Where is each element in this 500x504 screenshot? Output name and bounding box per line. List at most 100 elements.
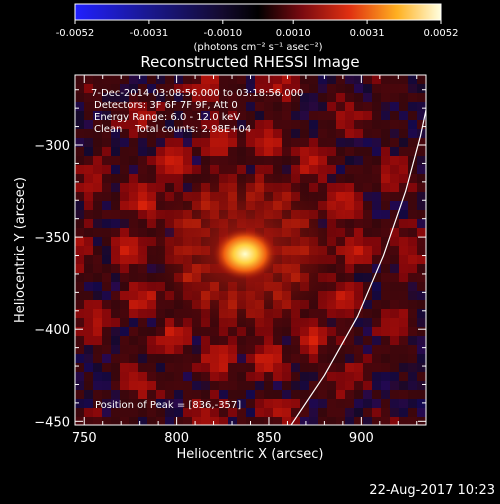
image-pixel bbox=[192, 93, 202, 103]
image-pixel bbox=[399, 246, 409, 256]
image-pixel bbox=[75, 228, 85, 238]
image-pixel bbox=[372, 264, 382, 274]
image-pixel bbox=[120, 174, 130, 184]
image-pixel bbox=[210, 381, 220, 391]
image-pixel bbox=[408, 354, 418, 364]
image-pixel bbox=[408, 156, 418, 166]
image-pixel bbox=[93, 327, 103, 337]
image-pixel bbox=[102, 237, 112, 247]
image-pixel bbox=[282, 408, 292, 418]
image-pixel bbox=[219, 408, 229, 418]
image-pixel bbox=[372, 336, 382, 346]
image-pixel bbox=[273, 147, 283, 157]
image-pixel bbox=[219, 111, 229, 121]
image-pixel bbox=[327, 102, 337, 112]
image-pixel bbox=[129, 147, 139, 157]
image-pixel bbox=[264, 390, 274, 400]
image-pixel bbox=[309, 156, 319, 166]
image-pixel bbox=[246, 147, 256, 157]
image-pixel bbox=[354, 255, 364, 265]
image-pixel bbox=[102, 354, 112, 364]
image-pixel bbox=[381, 192, 391, 202]
image-pixel bbox=[264, 93, 274, 103]
image-pixel bbox=[345, 282, 355, 292]
image-pixel bbox=[129, 183, 139, 193]
image-pixel bbox=[102, 327, 112, 337]
image-pixel bbox=[237, 399, 247, 409]
image-pixel bbox=[129, 363, 139, 373]
image-pixel bbox=[246, 354, 256, 364]
image-pixel bbox=[363, 327, 373, 337]
image-pixel bbox=[408, 138, 418, 148]
image-pixel bbox=[84, 120, 94, 130]
image-pixel bbox=[84, 363, 94, 373]
image-pixel bbox=[84, 228, 94, 238]
image-pixel bbox=[120, 282, 130, 292]
image-pixel bbox=[165, 120, 175, 130]
image-pixel bbox=[93, 300, 103, 310]
image-pixel bbox=[75, 363, 85, 373]
image-pixel bbox=[327, 399, 337, 409]
image-pixel bbox=[120, 246, 130, 256]
image-pixel bbox=[372, 174, 382, 184]
image-pixel bbox=[120, 291, 130, 301]
image-pixel bbox=[147, 390, 157, 400]
image-pixel bbox=[399, 93, 409, 103]
image-pixel bbox=[102, 138, 112, 148]
image-pixel bbox=[390, 156, 400, 166]
image-pixel bbox=[138, 291, 148, 301]
image-pixel bbox=[390, 345, 400, 355]
image-pixel bbox=[264, 354, 274, 364]
image-pixel bbox=[201, 336, 211, 346]
image-pixel bbox=[111, 165, 121, 175]
image-pixel bbox=[417, 309, 426, 319]
image-pixel bbox=[138, 174, 148, 184]
image-pixel bbox=[336, 93, 346, 103]
image-pixel bbox=[408, 237, 418, 247]
image-pixel bbox=[102, 84, 112, 94]
image-pixel bbox=[327, 93, 337, 103]
image-pixel bbox=[390, 93, 400, 103]
image-pixel bbox=[237, 381, 247, 391]
image-pixel bbox=[129, 399, 139, 409]
image-pixel bbox=[336, 390, 346, 400]
image-pixel bbox=[183, 399, 193, 409]
image-pixel bbox=[102, 156, 112, 166]
image-pixel bbox=[138, 345, 148, 355]
image-pixel bbox=[381, 156, 391, 166]
image-pixel bbox=[75, 372, 85, 382]
image-pixel bbox=[111, 210, 121, 220]
image-pixel bbox=[318, 408, 328, 418]
image-pixel bbox=[75, 219, 85, 229]
image-pixel bbox=[84, 210, 94, 220]
image-pixel bbox=[183, 102, 193, 112]
image-pixel bbox=[75, 291, 85, 301]
image-pixel bbox=[417, 174, 426, 184]
image-pixel bbox=[210, 84, 220, 94]
image-pixel bbox=[120, 381, 130, 391]
image-pixel bbox=[291, 75, 301, 85]
image-pixel bbox=[111, 228, 121, 238]
image-pixel bbox=[354, 318, 364, 328]
image-pixel bbox=[138, 390, 148, 400]
image-pixel bbox=[192, 120, 202, 130]
image-pixel bbox=[336, 138, 346, 148]
image-pixel bbox=[228, 390, 238, 400]
image-pixel bbox=[273, 102, 283, 112]
image-pixel bbox=[381, 210, 391, 220]
image-pixel bbox=[219, 417, 229, 425]
image-pixel bbox=[165, 156, 175, 166]
image-pixel bbox=[408, 399, 418, 409]
image-pixel bbox=[399, 255, 409, 265]
image-pixel bbox=[354, 381, 364, 391]
image-pixel bbox=[228, 75, 238, 85]
image-pixel bbox=[309, 147, 319, 157]
image-pixel bbox=[111, 75, 121, 85]
image-pixel bbox=[354, 345, 364, 355]
image-pixel bbox=[363, 246, 373, 256]
image-pixel bbox=[201, 138, 211, 148]
image-pixel bbox=[264, 84, 274, 94]
image-pixel bbox=[399, 156, 409, 166]
image-pixel bbox=[399, 399, 409, 409]
